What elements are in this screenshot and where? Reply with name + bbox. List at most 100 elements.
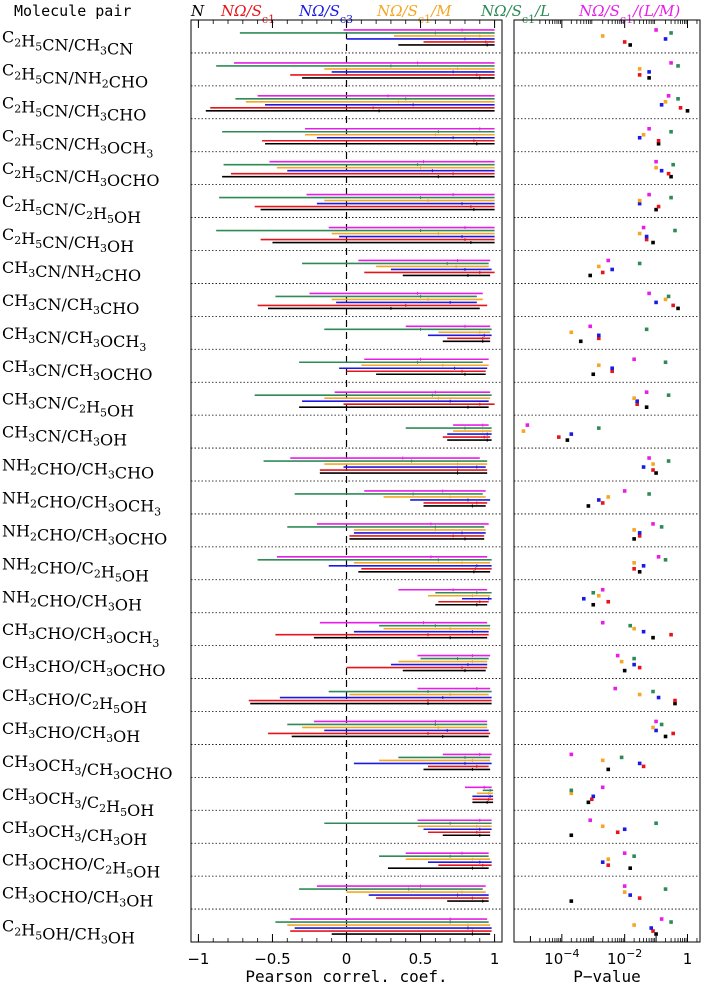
legend-entry: NΩ/Sc1/M xyxy=(376,2,452,26)
pvalue-point xyxy=(642,133,646,137)
legend-entry: NΩ/Sc1/(L/M) xyxy=(578,2,680,26)
pvalue-point xyxy=(591,795,595,799)
x-axis-title: Pearson correl. coef. xyxy=(245,967,447,986)
pvalue-point xyxy=(660,169,664,173)
pvalue-point xyxy=(645,390,649,394)
pair-label: NH2CHO/CH3OCH3 xyxy=(2,488,161,518)
pvalue-point xyxy=(654,821,658,825)
pvalue-point xyxy=(664,37,668,41)
x-tick-label: 0 xyxy=(342,950,352,968)
pvalue-point xyxy=(651,726,655,730)
pvalue-point xyxy=(601,34,605,38)
pvalue-point xyxy=(632,663,636,667)
pvalue-point xyxy=(667,393,671,397)
pvalue-point xyxy=(667,172,671,176)
pvalue-point xyxy=(638,896,642,900)
pvalue-point xyxy=(623,40,627,44)
pvalue-point xyxy=(654,720,658,724)
pvalue-point xyxy=(591,372,595,376)
pvalue-point xyxy=(597,498,601,502)
pair-label: CH3OCHO/CH3OH xyxy=(2,884,153,911)
pvalue-point xyxy=(606,495,610,499)
pair-label: CH3CN/CH3OCHO xyxy=(2,357,152,384)
pvalue-point xyxy=(657,555,661,559)
pvalue-point xyxy=(597,594,601,598)
pair-label: CH3CN/C2H5OH xyxy=(2,390,134,421)
pvalue-point xyxy=(647,456,651,460)
pair-label: CH3CHO/CH3OH xyxy=(2,719,140,746)
pearson-panel: −1 −0.5 0 0.5 1 Pearson correl. coef. xyxy=(187,20,502,986)
pvalue-point xyxy=(673,229,677,233)
pvalue-point xyxy=(657,139,661,143)
pvalue-point xyxy=(606,259,610,263)
pvalue-point xyxy=(669,61,673,65)
pvalue-point xyxy=(522,429,526,433)
pair-label: CH3CN/NH2CHO xyxy=(2,258,141,285)
pvalue-point xyxy=(628,624,632,628)
pvalue-point xyxy=(647,292,651,296)
x-tick-label: −0.5 xyxy=(254,950,290,968)
pvalue-point xyxy=(632,357,636,361)
pvalue-point xyxy=(601,824,605,828)
pvalue-point xyxy=(660,103,664,107)
pvalue-point xyxy=(651,462,655,466)
pair-label: C2H5CN/NH2CHO xyxy=(2,60,148,91)
pvalue-point xyxy=(669,633,673,637)
pvalue-point xyxy=(597,334,601,338)
pair-label: C2H5CN/CH3CN xyxy=(2,27,133,58)
pvalue-point xyxy=(587,504,591,508)
pvalue-point xyxy=(591,603,595,607)
pair-label: NH2CHO/CH3CHO xyxy=(2,456,154,483)
pvalue-point xyxy=(623,851,627,855)
pair-label: CH3OCH3/CH3OH xyxy=(2,818,147,849)
pvalue-point xyxy=(587,801,591,805)
x-axis-title: P−value xyxy=(573,967,640,986)
pvalue-point xyxy=(638,67,642,71)
pvalue-point xyxy=(616,830,620,834)
pvalue-point xyxy=(647,76,651,80)
pvalue-point xyxy=(638,570,642,574)
pvalue-point xyxy=(669,31,673,35)
pvalue-point xyxy=(601,860,605,864)
pair-label: C2H5CN/CH3CHO xyxy=(2,93,146,124)
pvalue-point xyxy=(673,699,677,703)
pair-label: CH3OCHO/C2H5OH xyxy=(2,851,160,882)
pvalue-point xyxy=(569,753,573,757)
pvalue-point xyxy=(669,920,673,924)
pvalue-point xyxy=(669,130,673,134)
pvalue-point xyxy=(647,492,651,496)
pvalue-point xyxy=(649,926,653,930)
x-tick-label: 1 xyxy=(490,950,500,968)
pvalue-point xyxy=(654,28,658,32)
pvalue-point xyxy=(569,432,573,436)
header: Molecule pair xyxy=(14,2,131,20)
pvalue-point xyxy=(645,328,649,332)
pvalue-point xyxy=(566,438,570,442)
pvalue-point xyxy=(606,768,610,772)
pvalue-point xyxy=(669,196,673,200)
pvalue-point xyxy=(638,262,642,266)
pair-label: CH3CN/CH3CHO xyxy=(2,291,139,318)
pvalue-point xyxy=(657,696,661,700)
legend-entry: NΩ/Sc3 xyxy=(298,2,353,26)
pvalue-point xyxy=(679,106,683,110)
pvalue-point xyxy=(660,723,664,727)
pair-label: NH2CHO/CH3OH xyxy=(2,587,142,614)
pvalue-point xyxy=(654,160,658,164)
pvalue-point xyxy=(569,789,573,793)
pvalue-point xyxy=(651,690,655,694)
pvalue-point xyxy=(601,759,605,763)
pvalue-point xyxy=(676,64,680,68)
pvalue-point xyxy=(588,325,592,329)
pair-label: C2H5OH/CH3OH xyxy=(2,917,135,948)
pvalue-point xyxy=(628,893,632,897)
pvalue-point xyxy=(667,459,671,463)
x-tick-label: 10−2 xyxy=(607,947,642,968)
pvalue-point xyxy=(654,301,658,305)
x-tick-label: 0.5 xyxy=(409,950,433,968)
pair-label: CH3OCH3/C2H5OH xyxy=(2,785,154,820)
pvalue-point xyxy=(569,833,573,837)
pvalue-point xyxy=(632,567,636,571)
pvalue-point xyxy=(642,226,646,230)
